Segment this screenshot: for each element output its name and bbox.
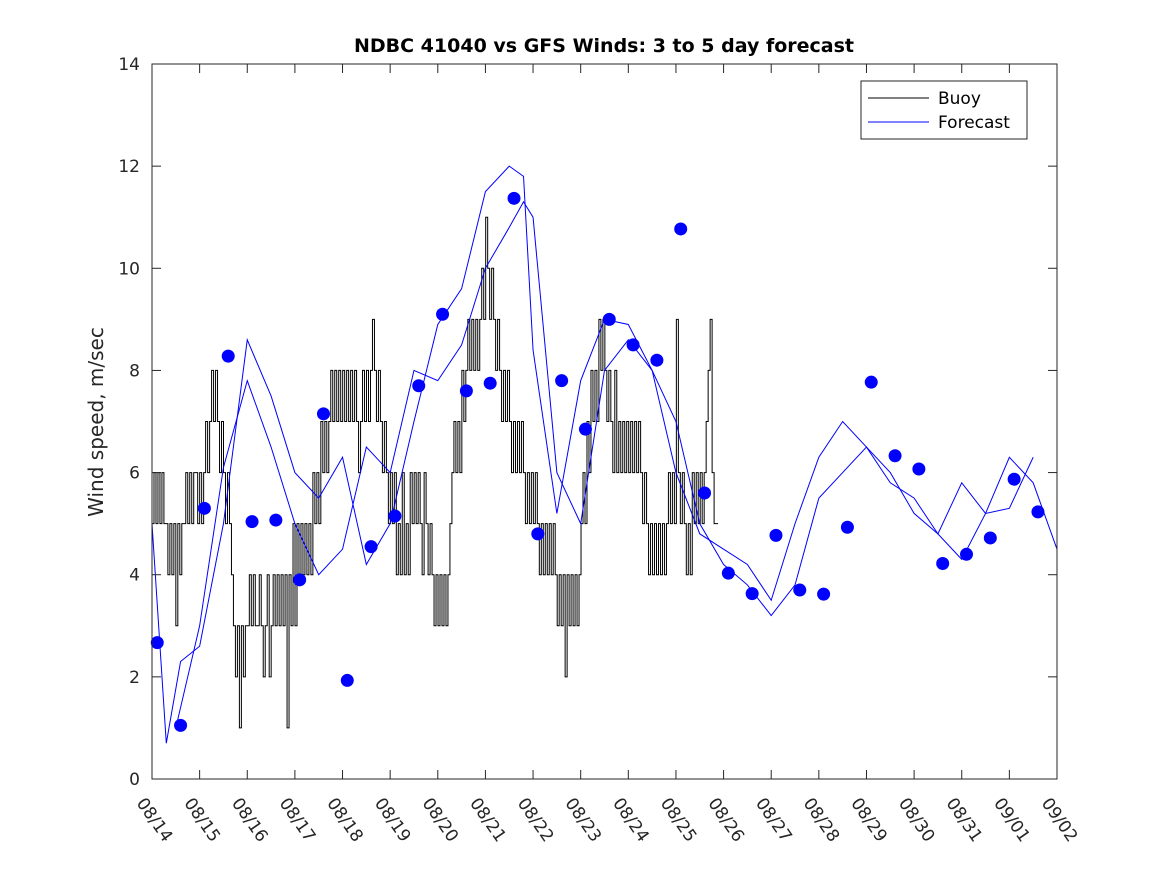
forecast-start-marker xyxy=(745,587,759,601)
y-tick-label: 12 xyxy=(118,157,140,177)
legend-label-forecast: Forecast xyxy=(938,113,1010,133)
forecast-start-marker xyxy=(674,222,688,236)
forecast-start-marker xyxy=(150,636,164,650)
forecast-start-marker xyxy=(769,528,783,542)
marker-layer xyxy=(150,191,1045,732)
forecast-start-marker xyxy=(459,384,473,398)
forecast-start-marker xyxy=(936,556,950,570)
y-tick-label: 6 xyxy=(129,464,140,484)
legend: Buoy Forecast xyxy=(860,80,1028,140)
forecast-start-marker xyxy=(197,501,211,515)
forecast-start-marker xyxy=(364,540,378,554)
forecast-start-marker xyxy=(436,307,450,321)
forecast-start-marker xyxy=(602,312,616,326)
forecast-start-marker xyxy=(817,587,831,601)
series-layer xyxy=(151,165,1058,744)
legend-box xyxy=(860,80,1028,140)
forecast-start-marker xyxy=(316,407,330,421)
y-tick-label: 0 xyxy=(129,770,140,790)
forecast-start-marker xyxy=(578,422,592,436)
forecast-start-marker xyxy=(698,486,712,500)
forecast-start-marker xyxy=(483,376,497,390)
y-tick-label: 2 xyxy=(129,668,140,688)
forecast-start-marker xyxy=(983,531,997,545)
plot-area xyxy=(152,64,1057,779)
legend-label-buoy: Buoy xyxy=(938,89,981,109)
forecast-start-marker xyxy=(531,527,545,541)
forecast-start-marker xyxy=(626,338,640,352)
y-tick-label: 8 xyxy=(129,361,140,381)
forecast-start-marker xyxy=(888,449,902,463)
forecast-start-marker xyxy=(840,520,854,534)
forecast-start-marker xyxy=(174,718,188,732)
forecast-start-marker xyxy=(269,513,283,527)
y-tick-label: 14 xyxy=(118,55,140,75)
y-axis-label: Wind speed, m/sec xyxy=(84,327,108,517)
forecast-start-marker xyxy=(912,462,926,476)
forecast-start-marker xyxy=(793,583,807,597)
series-line-forecast-2 xyxy=(175,200,1034,729)
forecast-start-marker xyxy=(721,566,735,580)
forecast-start-marker xyxy=(1031,505,1045,519)
plot-frame xyxy=(151,63,1058,780)
forecast-start-marker xyxy=(245,515,259,529)
forecast-start-marker xyxy=(507,191,521,205)
y-tick-label: 4 xyxy=(129,566,140,586)
forecast-start-marker xyxy=(555,374,569,388)
forecast-start-marker xyxy=(340,673,354,687)
series-line-buoy xyxy=(152,216,719,729)
forecast-start-marker xyxy=(293,573,307,587)
forecast-start-marker xyxy=(650,353,664,367)
forecast-start-marker xyxy=(960,547,973,561)
forecast-start-marker xyxy=(221,349,235,363)
chart-title: NDBC 41040 vs GFS Winds: 3 to 5 day fore… xyxy=(354,35,854,57)
forecast-start-marker xyxy=(864,375,878,389)
y-tick-label: 10 xyxy=(118,259,140,279)
forecast-start-marker xyxy=(388,509,402,523)
series-line-forecast-1 xyxy=(151,165,1058,744)
forecast-start-marker xyxy=(1007,472,1021,486)
forecast-start-marker xyxy=(412,379,426,393)
